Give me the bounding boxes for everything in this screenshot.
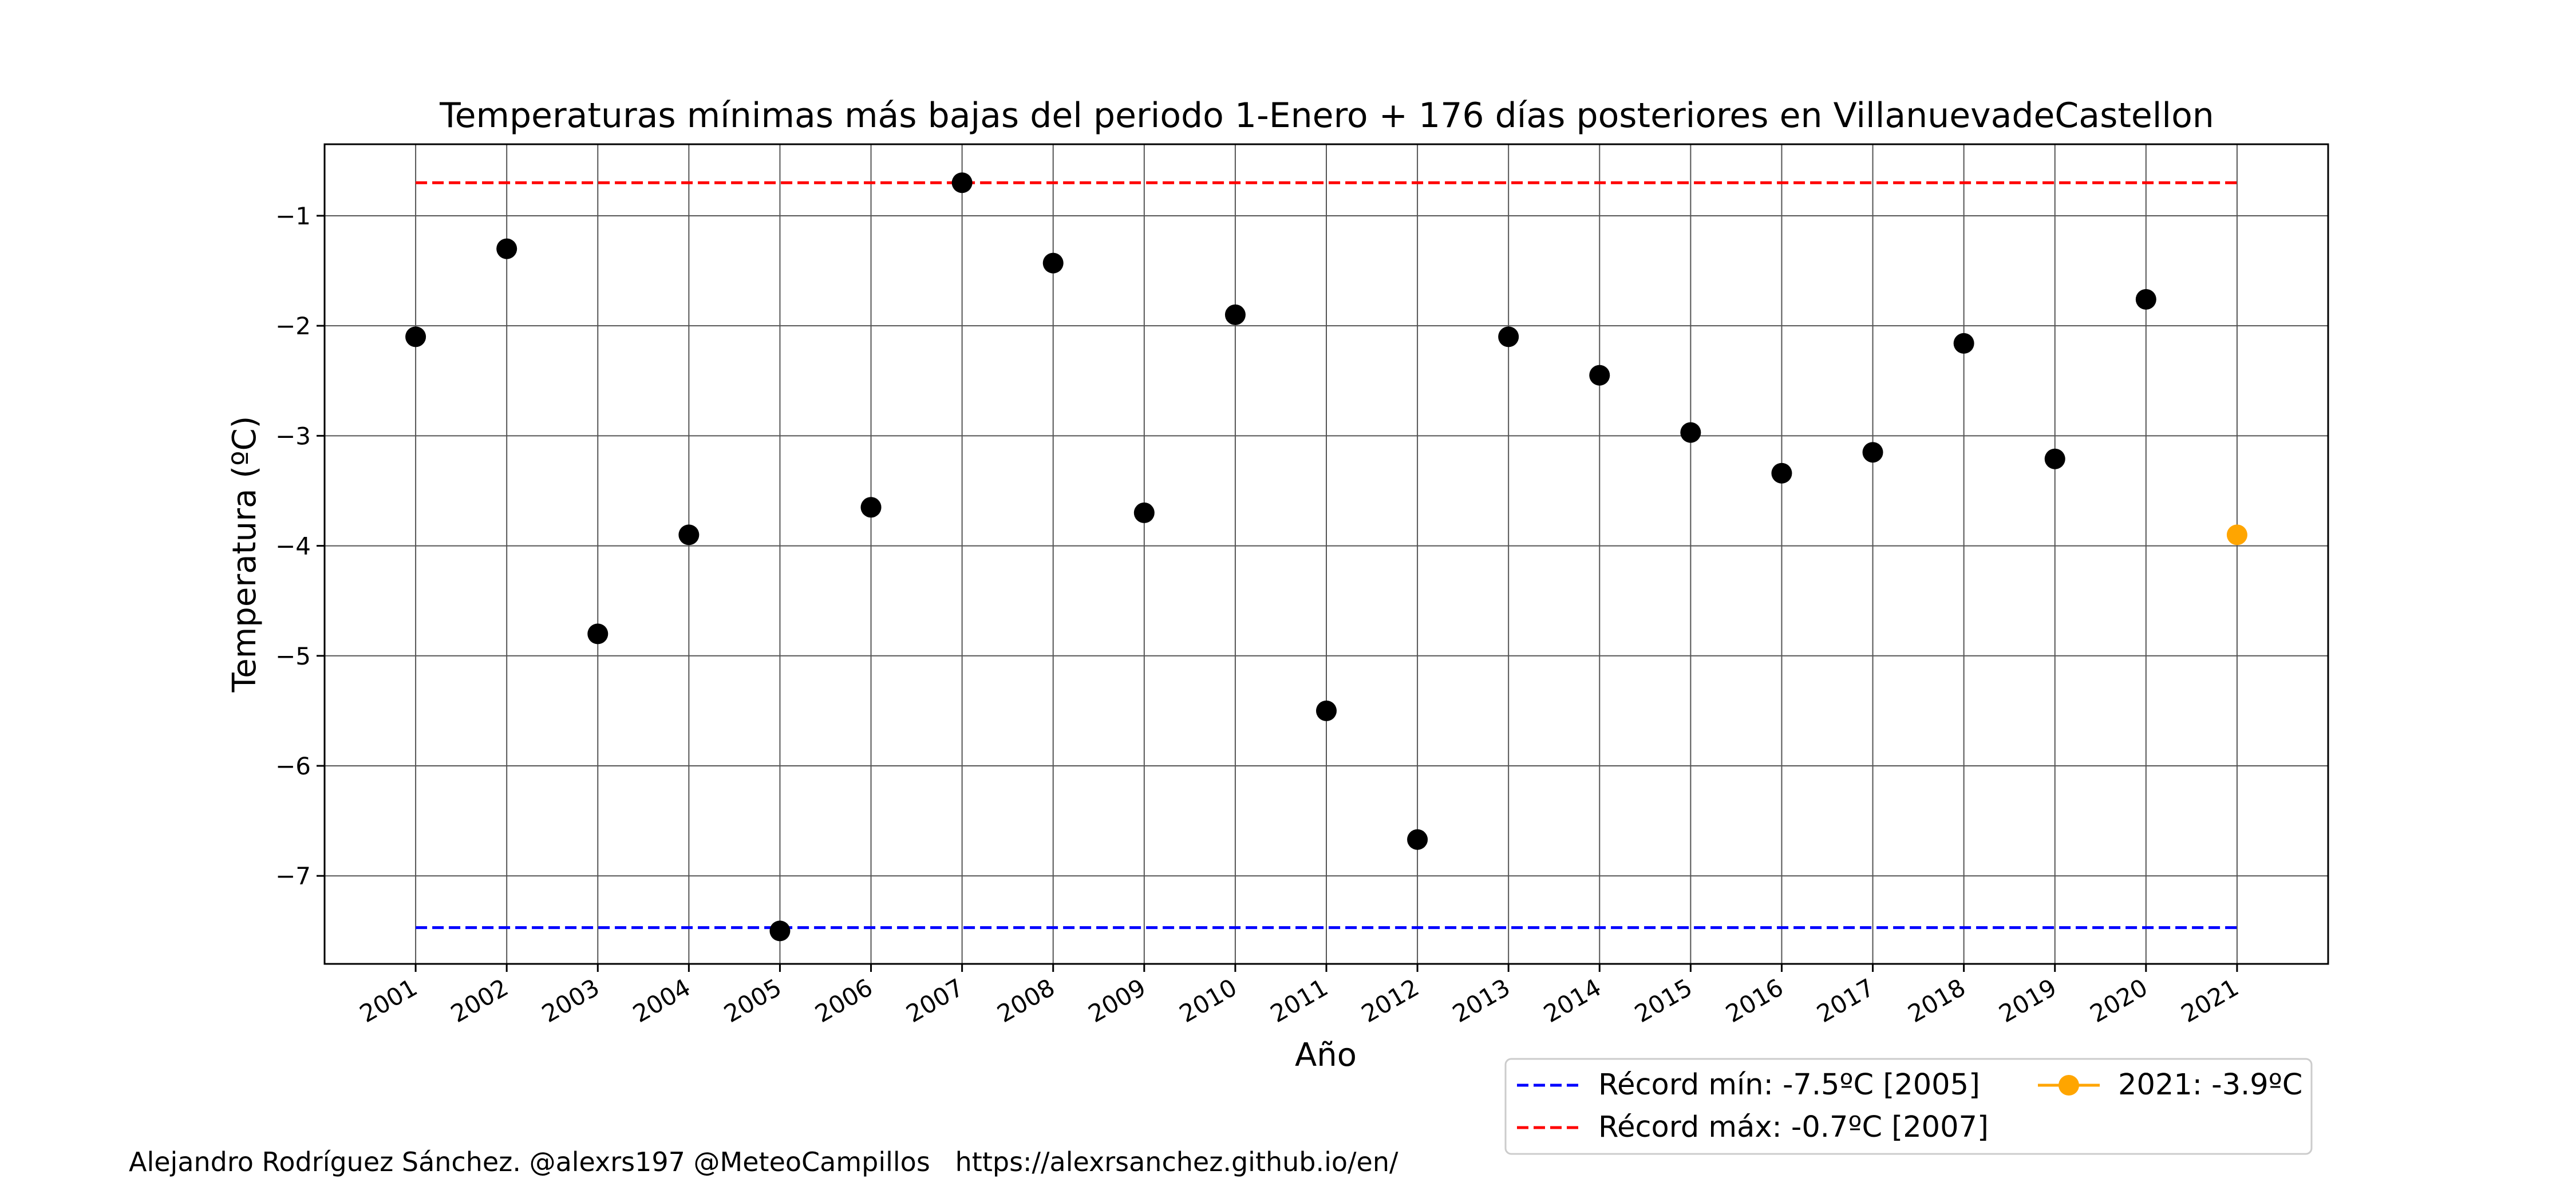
chart-title: Temperaturas mínimas más bajas del perio… (439, 96, 2214, 136)
x-tick-label: 2005 (719, 973, 786, 1028)
y-axis-label: Temperatura (ºC) (226, 416, 263, 693)
x-tick-label: 2010 (1175, 973, 1242, 1028)
data-point (769, 920, 791, 942)
data-point (1680, 422, 1701, 443)
x-tick-label: 2018 (1903, 973, 1970, 1028)
legend-record-max-label: Récord máx: -0.7ºC [2007] (1598, 1110, 1989, 1144)
legend-2021-swatch-marker (2059, 1075, 2079, 1096)
x-tick-label: 2006 (810, 973, 877, 1028)
y-tick-label: −7 (275, 862, 311, 890)
x-tick-label: 2021 (2176, 973, 2243, 1028)
y-tick-label: −2 (275, 312, 311, 340)
data-point (1862, 442, 1883, 463)
legend-2021-label: 2021: -3.9ºC (2118, 1068, 2302, 1102)
y-tick-label: −1 (275, 202, 311, 230)
x-tick-label: 2013 (1448, 973, 1515, 1028)
legend: Récord mín: -7.5ºC [2005] Récord máx: -0… (1504, 1058, 2313, 1155)
x-tick-label: 2003 (537, 973, 604, 1028)
x-axis-label: Año (1295, 1037, 1357, 1074)
x-tick-label: 2016 (1721, 973, 1788, 1028)
data-point (1953, 333, 1974, 354)
x-tick-label: 2014 (1539, 973, 1606, 1028)
x-tick-label: 2020 (2085, 973, 2152, 1028)
data-point (860, 497, 882, 518)
y-tick-label: −4 (275, 532, 311, 560)
data-point (2135, 289, 2156, 310)
legend-record-min-label: Récord mín: -7.5ºC [2005] (1598, 1068, 1980, 1102)
data-point (678, 524, 700, 545)
data-point (951, 172, 973, 193)
data-point (496, 238, 517, 259)
data-point (2044, 448, 2065, 469)
data-point (1589, 365, 1610, 386)
data-point (1498, 326, 1519, 347)
data-point (1224, 304, 1246, 325)
legend-box (1504, 1058, 2313, 1155)
x-tick-label: 2001 (355, 973, 422, 1028)
y-tick-label: −3 (275, 422, 311, 450)
x-axis-ticks: 2001 2002 2003 2004 2005 2006 2007 2008 2009 2010… (355, 964, 2243, 1028)
x-tick-label: 2008 (993, 973, 1060, 1028)
point-2021 (2226, 524, 2247, 545)
data-point (1771, 462, 1792, 484)
data-point (587, 623, 609, 645)
grid (325, 144, 2328, 964)
x-tick-label: 2012 (1357, 973, 1424, 1028)
y-tick-label: −5 (275, 642, 311, 670)
data-point (1407, 829, 1428, 850)
data-point (1133, 502, 1155, 523)
x-tick-label: 2017 (1812, 973, 1879, 1028)
x-tick-label: 2015 (1630, 973, 1697, 1028)
y-tick-label: −6 (275, 752, 311, 780)
author-credit: Alejandro Rodríguez Sánchez. @alexrs197 … (129, 1146, 1398, 1177)
data-point (405, 326, 426, 347)
x-tick-label: 2002 (446, 973, 513, 1028)
data-point (1042, 252, 1064, 274)
x-tick-label: 2011 (1266, 973, 1333, 1028)
x-tick-label: 2004 (628, 973, 695, 1028)
data-point (1316, 700, 1337, 721)
x-tick-label: 2009 (1084, 973, 1151, 1028)
x-tick-label: 2019 (1994, 973, 2061, 1028)
reference-lines (416, 181, 2237, 930)
data-points (405, 172, 2247, 942)
x-tick-label: 2007 (902, 973, 969, 1028)
y-axis-ticks: −1 −2 −3 −4 −5 −6 −7 (275, 202, 325, 890)
